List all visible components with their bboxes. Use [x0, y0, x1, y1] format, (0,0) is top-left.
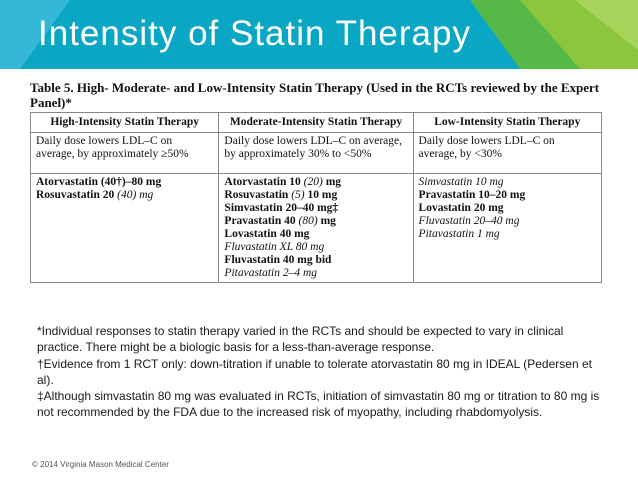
- footnote-individual-response: *Individual responses to statin therapy …: [37, 324, 564, 355]
- drug-item: Atorvastatin (40†)–80 mg: [36, 176, 162, 188]
- cell-ldl-moderate: Daily dose lowers LDL–C on average, by a…: [218, 132, 414, 174]
- header-high-intensity: High-Intensity Statin Therapy: [29, 112, 220, 133]
- banner-graphic: [0, 0, 638, 69]
- cell-high-drugs: Atorvastatin (40†)–80 mg Rosuvastatin 20…: [29, 173, 220, 283]
- drug-item: Rosuvastatin (5) 10 mg: [224, 189, 338, 201]
- drug-item: Pitavastatin 2–4 mg: [224, 267, 318, 279]
- drug-item: Pravastatin 40 (80) mg: [224, 215, 336, 227]
- drug-item: Pravastatin 10–20 mg: [418, 189, 526, 201]
- drug-item: Rosuvastatin 20 (40) mg: [36, 189, 154, 201]
- drug-item: Lovastatin 40 mg: [224, 228, 310, 240]
- drug-item: Fluvastatin XL 80 mg: [224, 241, 325, 253]
- cell-ldl-low: Daily dose lowers LDL–C on average, by <…: [412, 132, 603, 174]
- table-row-drugs: Atorvastatin (40†)–80 mg Rosuvastatin 20…: [29, 173, 603, 283]
- footnotes: *Individual responses to statin therapy …: [37, 323, 607, 421]
- copyright-notice: © 2014 Virginia Mason Medical Center: [32, 460, 169, 469]
- header-moderate-intensity: Moderate-Intensity Statin Therapy: [218, 112, 414, 133]
- drug-item: Pitavastatin 1 mg: [418, 228, 500, 240]
- drug-item: Fluvastatin 20–40 mg: [418, 215, 520, 227]
- title-banner: Intensity of Statin Therapy: [0, 0, 638, 69]
- cell-low-drugs: Simvastatin 10 mg Pravastatin 10–20 mg L…: [412, 173, 603, 283]
- slide-title: Intensity of Statin Therapy: [38, 14, 471, 53]
- table-caption: Table 5. High- Moderate- and Low-Intensi…: [30, 80, 600, 110]
- table-header-row: High-Intensity Statin Therapy Moderate-I…: [29, 112, 603, 133]
- drug-item: Simvastatin 20–40 mg‡: [224, 202, 339, 214]
- cell-moderate-drugs: Atorvastatin 10 (20) mg Rosuvastatin (5)…: [218, 173, 414, 283]
- statin-intensity-table: High-Intensity Statin Therapy Moderate-I…: [29, 112, 603, 283]
- table-row-ldl: Daily dose lowers LDL–C on average, by a…: [29, 132, 603, 174]
- drug-item: Simvastatin 10 mg: [418, 176, 504, 188]
- footnote-single-rct: †Evidence from 1 RCT only: down-titratio…: [37, 356, 592, 387]
- drug-item: Lovastatin 20 mg: [418, 202, 504, 214]
- drug-item: Atorvastatin 10 (20) mg: [224, 176, 342, 188]
- cell-ldl-high: Daily dose lowers LDL–C on average, by a…: [29, 132, 220, 174]
- drug-item: Fluvastatin 40 mg bid: [224, 254, 332, 266]
- footnote-simvastatin-fda: ‡Although simvastatin 80 mg was evaluate…: [37, 389, 600, 420]
- header-low-intensity: Low-Intensity Statin Therapy: [412, 112, 603, 133]
